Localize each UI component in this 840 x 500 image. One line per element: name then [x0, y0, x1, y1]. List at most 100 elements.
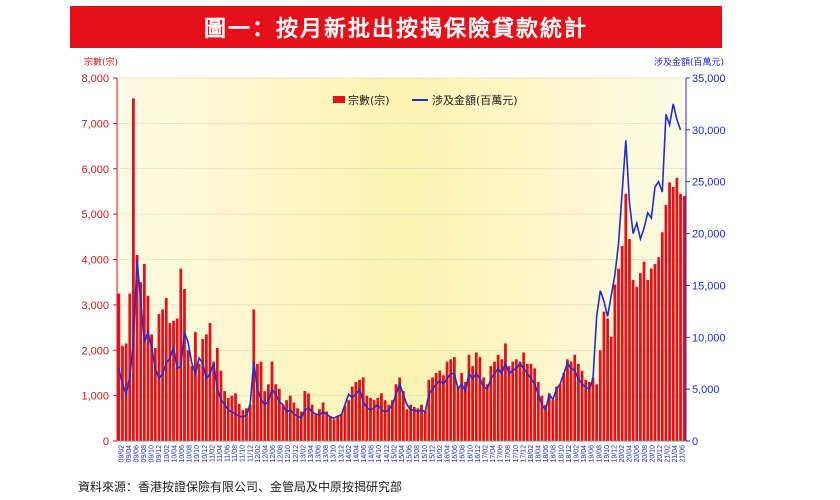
bar	[493, 361, 496, 441]
chart-title-bar: 圖一：按月新批出按揭保險貸款統計	[70, 6, 722, 48]
x-tick-label: 10/06	[179, 445, 186, 463]
left-tick-label: 5,000	[81, 209, 109, 221]
x-tick-label: 20/06	[634, 445, 641, 463]
bar	[584, 379, 588, 441]
bar	[602, 311, 606, 441]
x-tick-label: 10/12	[202, 445, 209, 463]
bar	[245, 408, 248, 441]
x-tick-label: 18/04	[536, 445, 543, 463]
x-tick-label: 17/10	[513, 445, 520, 463]
x-tick-label: 13/02	[300, 445, 307, 463]
legend-bar-label: 宗數(宗)	[348, 93, 390, 107]
x-tick-label: 18/10	[558, 445, 565, 463]
x-tick-label: 20/02	[619, 445, 626, 463]
x-tick-label: 16/10	[467, 445, 474, 463]
bar	[511, 361, 515, 441]
x-tick-label: 13/12	[338, 445, 345, 463]
left-axis-ticks: 0 1,000 2,000 3,000 4,000 5,000 6,000 7,000 8,00…	[81, 73, 117, 448]
bar	[609, 336, 613, 441]
left-tick-label: 8,000	[81, 73, 109, 85]
bar	[642, 261, 646, 441]
bar	[434, 372, 438, 441]
bar	[132, 98, 135, 441]
x-tick-label: 16/12	[475, 445, 482, 463]
x-tick-label: 18/06	[543, 445, 550, 463]
bar	[525, 363, 529, 441]
x-tick-label: 19/12	[611, 445, 618, 463]
bar	[314, 413, 318, 441]
bar	[635, 286, 639, 441]
bar	[135, 254, 139, 441]
bar	[139, 282, 143, 441]
bar	[617, 268, 620, 441]
bar	[598, 350, 602, 441]
bar	[219, 370, 223, 441]
x-tick-label: 18/02	[528, 445, 535, 463]
x-tick-label: 11/02	[209, 445, 216, 462]
bar	[372, 400, 376, 441]
bar	[547, 393, 551, 441]
bar	[580, 370, 584, 441]
bar	[361, 377, 365, 441]
x-tick-label: 09/12	[156, 445, 163, 463]
bar	[569, 361, 573, 441]
bar	[573, 354, 577, 441]
x-tick-label: 17/04	[490, 445, 497, 463]
source-note: 資料來源：香港按證保險有限公司、金管局及中原按揭研究部	[78, 480, 403, 494]
right-tick-label: 5,000	[692, 384, 720, 396]
bar	[620, 245, 624, 441]
x-tick-label: 15/08	[414, 445, 421, 463]
x-tick-label: 12/04	[262, 445, 269, 463]
bar	[529, 363, 533, 441]
chart-canvas: 0 1,000 2,000 3,000 4,000 5,000 6,000 7,000 8,00…	[81, 56, 726, 463]
bar	[679, 193, 682, 441]
x-tick-label: 15/02	[391, 445, 398, 463]
bar	[500, 359, 504, 441]
right-tick-label: 30,000	[692, 125, 726, 137]
bar	[449, 359, 453, 441]
x-tick-label: 14/02	[346, 445, 353, 463]
bar	[296, 408, 299, 441]
bar	[285, 400, 288, 441]
bar	[387, 404, 391, 441]
bar	[398, 377, 402, 441]
x-tick-label: 16/04	[445, 445, 452, 463]
x-tick-label: 21/06	[680, 445, 687, 463]
left-tick-label: 4,000	[81, 255, 109, 267]
bar	[266, 384, 270, 441]
right-tick-label: 0	[692, 436, 698, 448]
bar	[354, 382, 358, 441]
bar	[485, 384, 489, 441]
bar	[175, 318, 179, 441]
bar	[347, 400, 350, 441]
bar	[577, 363, 580, 441]
x-tick-label: 09/10	[149, 445, 156, 463]
x-tick-label: 17/06	[498, 445, 505, 463]
right-tick-label: 25,000	[692, 177, 726, 189]
bar	[117, 293, 121, 441]
bar	[150, 334, 154, 441]
bar	[204, 334, 208, 441]
bar	[390, 400, 394, 441]
x-tick-label: 19/02	[573, 445, 580, 463]
bar	[540, 395, 544, 441]
bar	[442, 375, 445, 441]
right-tick-label: 20,000	[692, 229, 726, 241]
bar	[664, 205, 668, 441]
bar	[587, 382, 591, 441]
bar	[628, 239, 631, 441]
bar	[325, 411, 329, 441]
bar	[299, 411, 303, 441]
bar	[453, 357, 456, 441]
bar	[190, 366, 194, 441]
legend-bar-swatch	[333, 96, 345, 103]
x-tick-label: 17/02	[482, 445, 489, 463]
left-tick-label: 1,000	[81, 391, 109, 403]
x-tick-label: 14/04	[353, 445, 360, 463]
bar	[463, 382, 467, 441]
bar	[412, 406, 416, 441]
x-tick-label: 12/02	[255, 445, 262, 463]
bar	[544, 404, 547, 441]
chart-title: 圖一：按月新批出按揭保險貸款統計	[203, 17, 588, 42]
x-tick-label: 21/02	[665, 445, 672, 463]
